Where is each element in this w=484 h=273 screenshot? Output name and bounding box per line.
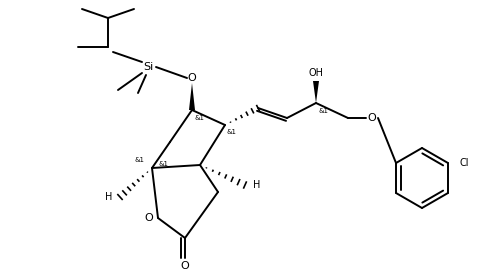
Polygon shape bbox=[312, 81, 318, 103]
Text: O: O bbox=[367, 113, 376, 123]
Text: H: H bbox=[105, 192, 112, 202]
Text: &1: &1 bbox=[227, 129, 237, 135]
Text: O: O bbox=[144, 213, 153, 223]
Text: O: O bbox=[180, 261, 189, 271]
Text: &1: &1 bbox=[135, 157, 145, 163]
Text: &1: &1 bbox=[195, 115, 205, 121]
Polygon shape bbox=[189, 83, 195, 110]
Text: OH: OH bbox=[308, 68, 323, 78]
Text: Cl: Cl bbox=[459, 158, 469, 168]
Text: H: H bbox=[253, 180, 260, 190]
Text: &1: &1 bbox=[318, 108, 328, 114]
Text: Si: Si bbox=[143, 62, 153, 72]
Text: &1: &1 bbox=[159, 161, 168, 167]
Text: O: O bbox=[187, 73, 196, 83]
